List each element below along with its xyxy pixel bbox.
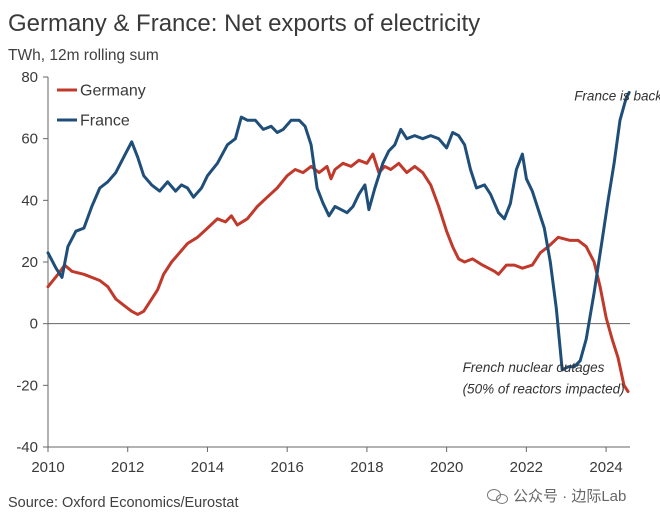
chart-title: Germany & France: Net exports of electri… [8, 10, 481, 37]
chart-subtitle: TWh, 12m rolling sum [8, 47, 159, 64]
legend-label-germany: Germany [80, 83, 146, 100]
y-tick-label: 60 [21, 131, 38, 148]
legend: Germany France [57, 83, 146, 130]
x-tick-label: 2022 [510, 459, 543, 476]
watermark-text: 公众号 · 边际Lab [513, 488, 627, 505]
annotation-text: French nuclear outages [463, 360, 605, 375]
x-tick-label: 2012 [111, 459, 144, 476]
y-tick-label: 80 [21, 69, 38, 86]
axes [47, 77, 630, 448]
x-tick-label: 2016 [270, 459, 303, 476]
y-tick-label: -40 [16, 439, 38, 456]
series-line-france [46, 90, 631, 372]
x-tick-label: 2014 [191, 459, 224, 476]
y-tick-label: 0 [30, 316, 38, 333]
y-tick-label: 20 [21, 254, 38, 271]
wechat-icon [487, 487, 509, 505]
annotations: France is back! French nuclear outages (50… [463, 89, 660, 397]
legend-label-france: France [80, 113, 130, 130]
watermark: 公众号 · 边际Lab [487, 485, 626, 506]
y-tick-label: 40 [21, 192, 38, 209]
x-tick-label: 2024 [589, 459, 622, 476]
x-tick-label: 2020 [430, 459, 463, 476]
series-line-germany [46, 152, 630, 393]
annotation-text: France is back! [574, 89, 660, 104]
series-lines [46, 90, 631, 393]
y-tick-label: -20 [16, 377, 38, 394]
x-tick-label: 2010 [31, 459, 64, 476]
annotation-text: (50% of reactors impacted) [463, 381, 625, 396]
x-tick-label: 2018 [350, 459, 383, 476]
y-axis: -40 -20 0 20 40 60 80 [16, 69, 48, 456]
x-axis: 2010 2012 2014 2016 2018 2020 2022 2024 [31, 447, 623, 476]
source-note: Source: Oxford Economics/Eurostat [8, 495, 239, 511]
